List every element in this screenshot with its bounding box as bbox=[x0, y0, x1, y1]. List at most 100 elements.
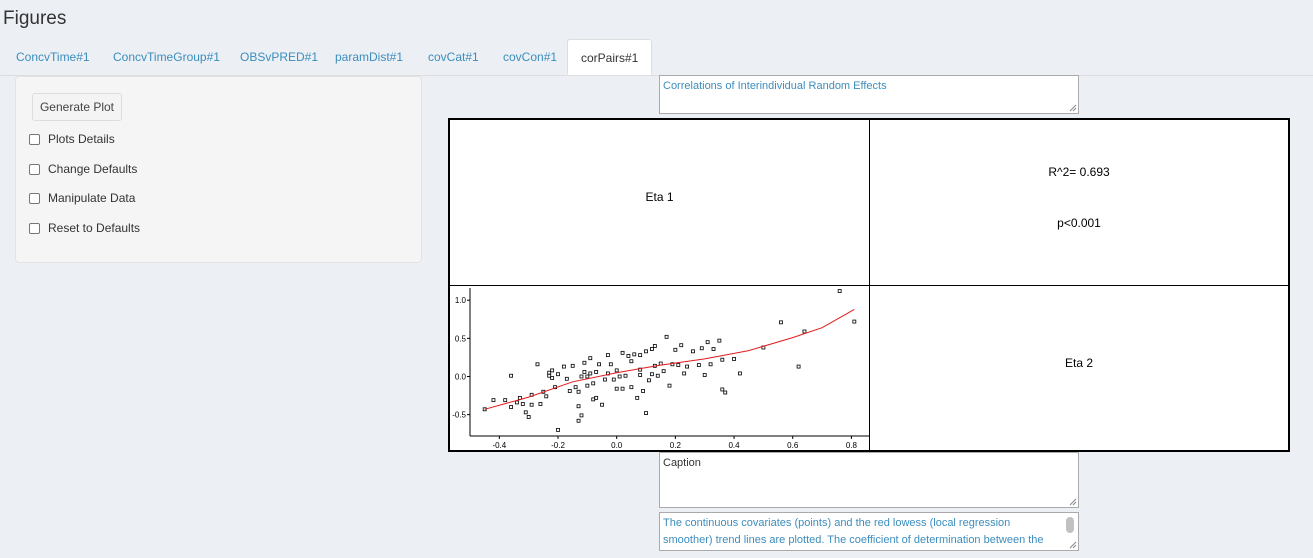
x-tick-label: 0.8 bbox=[846, 441, 858, 450]
tab-conctime[interactable]: ConcvTime#1 bbox=[16, 50, 90, 64]
data-point bbox=[655, 373, 660, 378]
data-point bbox=[600, 402, 604, 407]
data-point bbox=[629, 385, 634, 390]
data-point bbox=[620, 350, 625, 355]
data-point bbox=[588, 371, 593, 376]
checkbox-box[interactable] bbox=[29, 163, 40, 175]
data-point bbox=[529, 402, 534, 407]
data-point bbox=[535, 362, 540, 367]
data-point bbox=[620, 386, 625, 391]
data-point bbox=[649, 372, 654, 377]
manipulate-data-checkbox[interactable]: Manipulate Data bbox=[29, 190, 135, 206]
data-point bbox=[594, 395, 599, 400]
checkbox-box[interactable] bbox=[29, 222, 40, 234]
data-point bbox=[679, 343, 684, 348]
data-point bbox=[576, 404, 581, 409]
x-tick-label: -0.4 bbox=[492, 441, 506, 450]
p-value-label: p<0.001 bbox=[1057, 216, 1101, 230]
x-tick-label: 0.4 bbox=[728, 441, 740, 450]
trend-line bbox=[484, 308, 855, 410]
data-point bbox=[682, 371, 687, 376]
data-point bbox=[667, 383, 672, 388]
data-point bbox=[664, 334, 669, 339]
data-point bbox=[550, 376, 555, 380]
data-point bbox=[567, 389, 572, 393]
data-point bbox=[638, 353, 643, 358]
data-point bbox=[702, 373, 707, 377]
tab-corpairs[interactable]: corPairs#1 bbox=[567, 39, 653, 75]
data-point bbox=[779, 320, 783, 325]
data-point bbox=[509, 373, 513, 378]
data-point bbox=[696, 363, 701, 367]
eta1-label: Eta 1 bbox=[645, 190, 674, 204]
checkbox-label: Change Defaults bbox=[48, 162, 138, 176]
data-point bbox=[852, 319, 857, 324]
tab-obsvpred[interactable]: OBSvPRED#1 bbox=[240, 50, 319, 64]
data-point bbox=[561, 364, 566, 369]
data-point bbox=[582, 370, 587, 374]
data-point bbox=[576, 418, 581, 423]
plots-details-checkbox[interactable]: Plots Details bbox=[29, 131, 115, 147]
data-point bbox=[638, 367, 643, 372]
data-point bbox=[644, 349, 648, 354]
resize-grip-icon[interactable] bbox=[1069, 498, 1077, 506]
x-tick-label: 0.6 bbox=[787, 441, 799, 450]
data-point bbox=[570, 363, 575, 368]
data-point bbox=[717, 338, 722, 343]
tab-conctimegroup[interactable]: ConcvTimeGroup#1 bbox=[113, 50, 220, 64]
page-title: Figures bbox=[3, 8, 67, 29]
data-point bbox=[556, 372, 560, 377]
plot-title-field[interactable]: Correlations of Interindividual Random E… bbox=[659, 75, 1079, 114]
y-tick-label: -0.5 bbox=[452, 411, 466, 420]
data-point bbox=[573, 385, 578, 390]
resize-grip-icon[interactable] bbox=[1069, 541, 1077, 549]
checkbox-box[interactable] bbox=[29, 133, 40, 145]
eta2-label: Eta 2 bbox=[1064, 356, 1094, 370]
data-point bbox=[676, 363, 681, 367]
data-point bbox=[796, 364, 801, 369]
caption-field[interactable]: Caption bbox=[659, 452, 1079, 508]
data-point bbox=[641, 389, 645, 393]
diag-cell-eta1: Eta 1 bbox=[449, 119, 870, 286]
data-point bbox=[597, 362, 601, 367]
data-point bbox=[491, 398, 496, 403]
checkbox-label: Plots Details bbox=[48, 132, 115, 146]
data-point bbox=[647, 378, 651, 383]
data-point bbox=[738, 371, 742, 376]
data-point bbox=[802, 329, 807, 334]
scrollbar-thumb[interactable] bbox=[1066, 517, 1074, 533]
data-point bbox=[556, 427, 560, 432]
resize-grip-icon[interactable] bbox=[1069, 104, 1077, 112]
checkbox-box[interactable] bbox=[29, 192, 40, 204]
x-tick-label: 0.2 bbox=[670, 441, 682, 450]
data-point bbox=[585, 383, 590, 388]
tab-paramdist[interactable]: paramDist#1 bbox=[335, 50, 404, 64]
data-point bbox=[632, 352, 637, 357]
data-point bbox=[547, 373, 552, 378]
data-point bbox=[515, 400, 519, 405]
generate-plot-button[interactable]: Generate Plot bbox=[32, 93, 122, 121]
reset-defaults-checkbox[interactable]: Reset to Defaults bbox=[29, 220, 140, 236]
data-point bbox=[720, 357, 725, 362]
data-point bbox=[608, 362, 613, 367]
footnote-field[interactable]: The continuous covariates (points) and t… bbox=[659, 512, 1079, 551]
data-point bbox=[520, 402, 525, 406]
data-point bbox=[708, 362, 713, 367]
data-point bbox=[705, 340, 710, 345]
data-point bbox=[685, 364, 690, 369]
plot-title-text: Correlations of Interindividual Random E… bbox=[663, 80, 887, 92]
data-point bbox=[673, 347, 678, 352]
tab-bar: ConcvTime#1 ConcvTimeGroup#1 OBSvPRED#1 … bbox=[0, 39, 1313, 76]
tab-covcon[interactable]: covCon#1 bbox=[503, 50, 558, 64]
data-point bbox=[611, 377, 616, 382]
data-point bbox=[614, 368, 619, 373]
data-point bbox=[720, 387, 725, 392]
change-defaults-checkbox[interactable]: Change Defaults bbox=[29, 161, 137, 177]
y-tick-label: 0.0 bbox=[455, 372, 467, 381]
x-tick-label: 0.0 bbox=[611, 441, 623, 450]
data-point bbox=[591, 381, 596, 386]
data-point bbox=[629, 359, 634, 364]
data-point bbox=[691, 349, 695, 354]
data-point bbox=[588, 356, 593, 361]
tab-covcat[interactable]: covCat#1 bbox=[428, 50, 479, 64]
